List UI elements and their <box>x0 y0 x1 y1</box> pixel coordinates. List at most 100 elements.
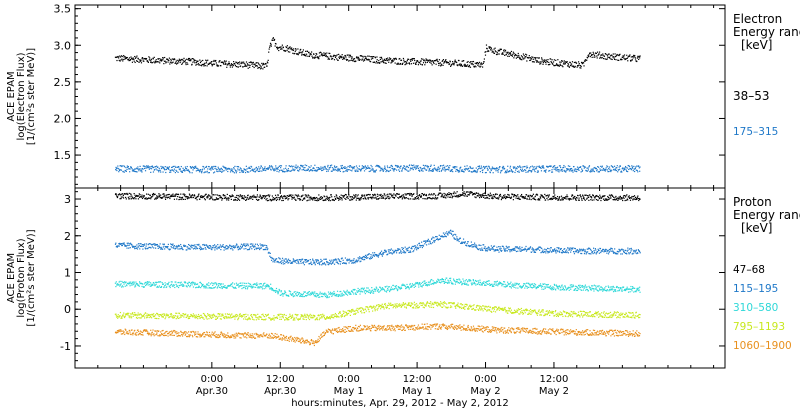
data-point <box>258 63 259 64</box>
data-point <box>450 61 451 62</box>
data-point <box>567 251 568 252</box>
data-point <box>324 262 325 263</box>
data-point <box>132 59 133 60</box>
data-point <box>236 66 237 67</box>
data-point <box>592 251 593 252</box>
data-point <box>266 195 267 196</box>
data-point <box>236 195 237 196</box>
data-point <box>571 168 572 169</box>
data-point <box>135 285 136 286</box>
data-point <box>134 56 135 57</box>
data-point <box>539 250 540 251</box>
data-point <box>311 165 312 166</box>
data-point <box>379 166 380 167</box>
data-point <box>244 287 245 288</box>
data-point <box>558 171 559 172</box>
data-point <box>421 242 422 243</box>
data-point <box>286 258 287 259</box>
data-point <box>506 54 507 55</box>
data-point <box>231 199 232 200</box>
data-point <box>478 194 479 195</box>
data-point <box>162 249 163 250</box>
data-point <box>336 58 337 59</box>
data-point <box>242 170 243 171</box>
data-point <box>517 194 518 195</box>
data-point <box>573 166 574 167</box>
data-point <box>186 249 187 250</box>
data-point <box>272 195 273 196</box>
data-point <box>167 194 168 195</box>
data-point <box>589 194 590 195</box>
data-point <box>565 171 566 172</box>
data-point <box>241 244 242 245</box>
data-point <box>134 248 135 249</box>
data-point <box>634 57 635 58</box>
data-point <box>497 168 498 169</box>
data-point <box>561 196 562 197</box>
data-point <box>221 168 222 169</box>
data-point <box>368 194 369 195</box>
data-point <box>318 58 319 59</box>
data-point <box>422 168 423 169</box>
data-point <box>604 200 605 201</box>
data-point <box>546 249 547 250</box>
data-point <box>504 197 505 198</box>
data-point <box>244 243 245 244</box>
data-point <box>440 165 441 166</box>
data-point <box>346 263 347 264</box>
data-point <box>155 168 156 169</box>
data-point <box>406 197 407 198</box>
data-point <box>243 198 244 199</box>
data-point <box>399 249 400 250</box>
data-point <box>299 169 300 170</box>
data-point <box>348 194 349 195</box>
data-point <box>415 167 416 168</box>
data-point <box>348 198 349 199</box>
data-point <box>215 60 216 61</box>
data-point <box>590 56 591 57</box>
data-point <box>380 170 381 171</box>
data-point <box>635 197 636 198</box>
data-point <box>254 249 255 250</box>
data-point <box>252 244 253 245</box>
data-point <box>435 197 436 198</box>
data-point <box>411 196 412 197</box>
data-point <box>602 55 603 56</box>
data-point <box>217 286 218 287</box>
data-point <box>126 198 127 199</box>
data-point <box>242 282 243 283</box>
data-point <box>392 168 393 169</box>
data-point <box>313 198 314 199</box>
data-point <box>399 58 400 59</box>
data-point <box>553 196 554 197</box>
data-point <box>330 165 331 166</box>
data-point <box>201 172 202 173</box>
data-point <box>139 166 140 167</box>
data-point <box>531 252 532 253</box>
data-point <box>486 44 487 45</box>
data-point <box>330 167 331 168</box>
data-point <box>276 197 277 198</box>
data-point <box>355 170 356 171</box>
data-point <box>408 171 409 172</box>
data-point <box>133 198 134 199</box>
data-point <box>302 200 303 201</box>
data-point <box>504 55 505 56</box>
data-point <box>300 263 301 264</box>
data-point <box>131 283 132 284</box>
data-point <box>282 262 283 263</box>
data-point <box>498 169 499 170</box>
data-point <box>246 283 247 284</box>
data-point <box>569 249 570 250</box>
data-point <box>363 56 364 57</box>
data-point <box>243 170 244 171</box>
data-point <box>213 283 214 284</box>
data-point <box>439 171 440 172</box>
data-point <box>204 63 205 64</box>
data-point <box>209 248 210 249</box>
data-point <box>497 250 498 251</box>
data-point <box>213 166 214 167</box>
data-point <box>395 169 396 170</box>
data-point <box>206 245 207 246</box>
